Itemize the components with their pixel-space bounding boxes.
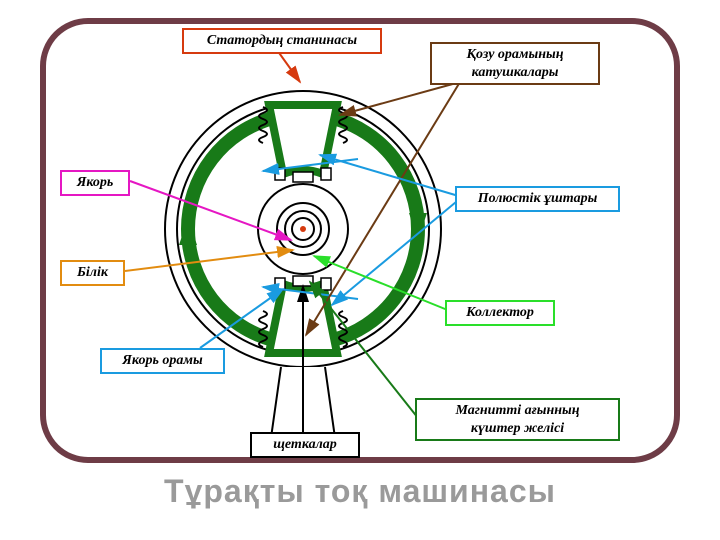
slide-title: Тұрақты тоқ машинасы: [0, 473, 720, 510]
label-brushes: щеткалар: [250, 432, 360, 458]
label-pole_tips: Полюстік ұштары: [455, 186, 620, 212]
label-collector: Коллектор: [445, 300, 555, 326]
label-arm_winding: Якорь орамы: [100, 348, 225, 374]
label-shaft: Білік: [60, 260, 125, 286]
label-armature: Якорь: [60, 170, 130, 196]
label-excitation: Қозу орамыныңкатушкалары: [430, 42, 600, 85]
label-magflux: Магнитті ағынныңкүштер желісі: [415, 398, 620, 441]
label-stator: Статордың станинасы: [182, 28, 382, 54]
